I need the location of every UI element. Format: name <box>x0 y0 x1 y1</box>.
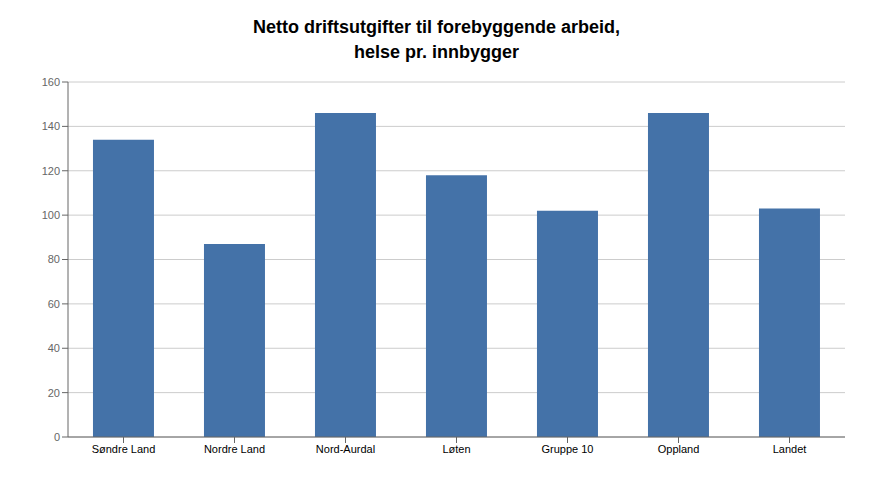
svg-text:120: 120 <box>42 165 60 177</box>
svg-text:Søndre Land: Søndre Land <box>92 443 156 455</box>
svg-text:Løten: Løten <box>442 443 470 455</box>
svg-text:60: 60 <box>48 298 60 310</box>
svg-text:40: 40 <box>48 342 60 354</box>
svg-text:100: 100 <box>42 209 60 221</box>
html-text:Netto driftsutgifter til foreb: Netto driftsutgifter til forebyggende ar… <box>253 16 620 37</box>
svg-text:160: 160 <box>42 76 60 88</box>
svg-text:80: 80 <box>48 253 60 265</box>
svg-text:0: 0 <box>54 431 60 443</box>
svg-text:Oppland: Oppland <box>658 443 700 455</box>
svg-text:Nord-Aurdal: Nord-Aurdal <box>316 443 375 455</box>
svg-text:Landet: Landet <box>773 443 807 455</box>
html-text:helse pr. innbygger: helse pr. innbygger <box>354 42 519 62</box>
svg-text:20: 20 <box>48 387 60 399</box>
svg-text:Gruppe 10: Gruppe 10 <box>542 443 594 455</box>
svg-text:140: 140 <box>42 120 60 132</box>
svg-text:Nordre Land: Nordre Land <box>204 443 265 455</box>
